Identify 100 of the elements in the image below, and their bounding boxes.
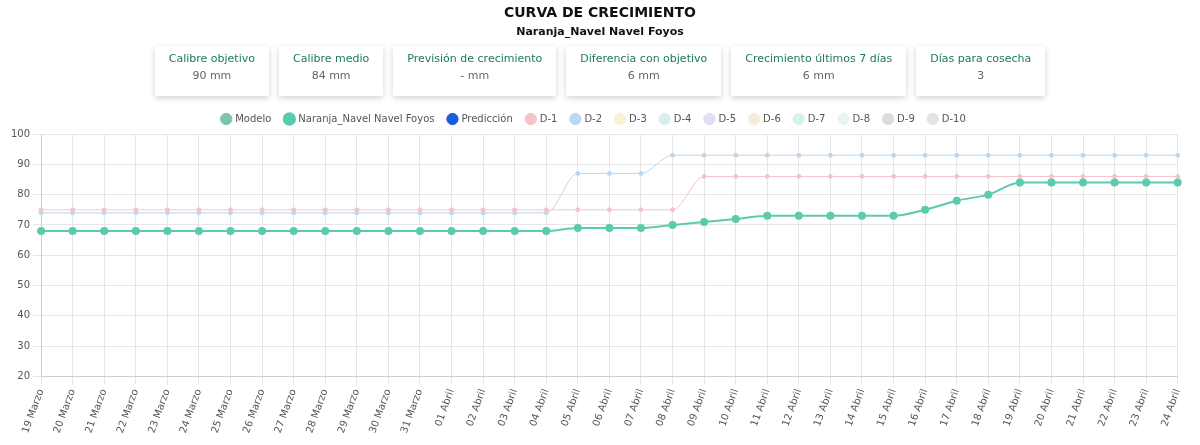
text: 84 mm — [310, 69, 352, 82]
point — [131, 227, 140, 236]
x-tick-label: 13 Abril — [811, 387, 835, 428]
x-tick-label: 05 Abril — [558, 387, 583, 428]
text: 3 — [976, 69, 986, 82]
point — [1047, 178, 1056, 187]
point — [984, 190, 993, 199]
point — [605, 223, 614, 232]
legend-label: D-4 — [673, 112, 692, 124]
x-tick-label: 21 Marzo — [82, 387, 109, 435]
point — [921, 205, 930, 214]
point — [100, 227, 109, 236]
x-tick-label: 29 Marzo — [335, 387, 362, 435]
point — [573, 223, 582, 232]
x-tick-label: 20 Abril — [1032, 387, 1056, 428]
x-tick-label: 04 Abril — [526, 387, 551, 428]
point — [700, 217, 709, 226]
legend-label: D-6 — [763, 112, 781, 124]
x-tick-label: 01 Abril — [432, 387, 456, 428]
y-tick-label: 80 — [17, 188, 31, 200]
legend-label: D-7 — [807, 112, 826, 124]
x-tick-label: 26 Marzo — [240, 387, 267, 435]
point — [1142, 178, 1151, 187]
x-tick-label: 22 Marzo — [114, 387, 141, 435]
x-tick-label: 24 Abril — [1158, 387, 1183, 428]
y-tick-label: 90 — [17, 157, 31, 169]
point — [794, 211, 803, 220]
x-tick-label: 27 Marzo — [271, 387, 298, 435]
point — [826, 211, 835, 220]
legend-label: D-5 — [718, 112, 737, 124]
point — [447, 227, 456, 236]
x-tick-label: 09 Abril — [684, 387, 709, 428]
x-tick-label: 22 Abril — [1095, 387, 1119, 428]
point — [258, 227, 267, 236]
y-tick-label: 30 — [17, 339, 31, 351]
legend-label: D-10 — [941, 112, 966, 124]
text: 6 mm — [801, 69, 836, 82]
x-tick-label: 21 Abril — [1063, 387, 1088, 428]
text: 90 mm — [191, 69, 233, 82]
x-tick-label: 19 Abril — [1000, 387, 1025, 428]
point — [1015, 178, 1024, 187]
y-tick-label: 100 — [10, 127, 31, 139]
chart-title: CURVA DE CRECIMIENTO — [502, 4, 698, 20]
legend-label: D-9 — [897, 112, 915, 124]
point — [1110, 178, 1119, 187]
point — [731, 214, 740, 223]
point — [68, 227, 77, 236]
x-tick-label: 11 Abril — [747, 387, 772, 428]
point — [194, 227, 203, 236]
text: 6 mm — [626, 69, 661, 82]
x-tick-label: 10 Abril — [716, 387, 741, 428]
point — [479, 227, 488, 236]
legend-label: D-2 — [584, 112, 603, 124]
point — [226, 227, 235, 236]
x-tick-label: 31 Marzo — [398, 387, 425, 435]
point — [636, 223, 645, 232]
point — [857, 211, 866, 220]
text: Previsión de crecimiento — [407, 52, 543, 65]
y-tick-label: 50 — [17, 279, 31, 291]
text: Crecimiento últimos 7 días — [745, 52, 893, 65]
x-tick-label: 19 Marzo — [19, 387, 46, 435]
x-tick-label: 02 Abril — [463, 387, 488, 428]
point — [542, 227, 551, 236]
legend-label: D-1 — [539, 112, 558, 124]
x-tick-label: 23 Marzo — [145, 387, 172, 435]
x-tick-label: 14 Abril — [842, 387, 867, 428]
point — [1079, 178, 1087, 187]
x-tick-label: 16 Abril — [905, 387, 930, 428]
x-tick-label: 18 Abril — [969, 387, 993, 428]
legend-label: Modelo — [235, 112, 272, 124]
legend-label: D-8 — [852, 112, 871, 124]
y-tick-label: 20 — [17, 370, 31, 382]
point — [352, 227, 361, 236]
point — [321, 227, 330, 236]
x-tick-label: 20 Marzo — [50, 387, 77, 435]
x-tick-label: 25 Marzo — [208, 387, 235, 435]
legend-label: Predicción — [461, 112, 513, 124]
x-tick-label: 28 Marzo — [303, 387, 330, 435]
x-tick-label: 12 Abril — [779, 387, 804, 428]
y-tick-label: 70 — [17, 218, 31, 230]
chart-subtitle: Naranja_Navel Navel Foyos — [515, 25, 685, 38]
x-tick-label: 03 Abril — [495, 387, 519, 428]
point — [668, 220, 677, 229]
text: Diferencia con objetivo — [580, 52, 708, 65]
text: Calibre objetivo — [168, 52, 255, 65]
point — [763, 211, 772, 220]
point — [889, 211, 898, 220]
point — [384, 227, 393, 236]
point — [163, 227, 172, 236]
x-tick-label: 23 Abril — [1126, 387, 1151, 428]
point — [37, 227, 46, 236]
x-tick-label: 24 Marzo — [177, 387, 204, 435]
x-tick-label: 15 Abril — [874, 387, 898, 428]
point — [952, 196, 961, 205]
text: - mm — [459, 69, 491, 82]
x-tick-label: 17 Abril — [937, 387, 962, 428]
y-tick-label: 60 — [17, 248, 31, 260]
point — [1173, 178, 1182, 187]
x-tick-label: 08 Abril — [653, 387, 677, 428]
text: Días para cosecha — [930, 52, 1032, 65]
